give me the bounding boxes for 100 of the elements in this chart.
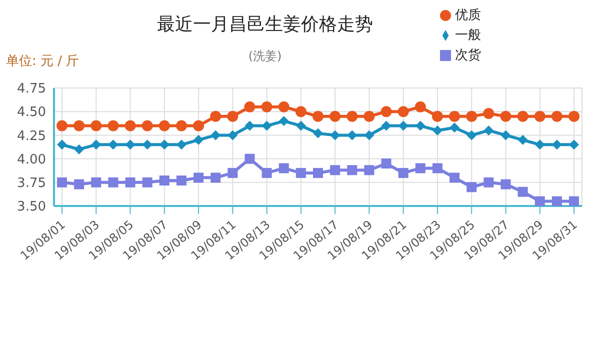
point xyxy=(210,130,221,140)
point xyxy=(244,101,256,112)
point xyxy=(74,179,84,190)
point xyxy=(381,120,392,131)
point xyxy=(142,120,153,132)
point xyxy=(56,120,68,132)
point xyxy=(227,110,238,122)
point xyxy=(347,165,358,176)
point xyxy=(398,106,409,118)
point xyxy=(432,125,442,136)
point xyxy=(108,120,119,132)
point xyxy=(91,177,102,188)
point xyxy=(330,110,341,122)
y-tick-label: 4.25 xyxy=(17,128,46,144)
point xyxy=(518,134,528,145)
point xyxy=(450,172,460,183)
point xyxy=(194,172,204,183)
point xyxy=(534,140,545,150)
point xyxy=(534,196,545,206)
point xyxy=(295,106,306,118)
point xyxy=(91,140,102,150)
y-tick-label: 4.00 xyxy=(17,152,46,168)
point xyxy=(90,120,102,132)
legend-label: 次货 xyxy=(455,48,481,63)
point xyxy=(552,196,562,206)
point xyxy=(364,130,374,140)
y-tick-label: 3.50 xyxy=(17,200,46,215)
point xyxy=(432,163,442,174)
point xyxy=(176,176,186,186)
point xyxy=(244,120,255,131)
point xyxy=(262,168,272,178)
y-tick-label: 3.75 xyxy=(17,176,46,192)
point xyxy=(346,110,358,122)
point xyxy=(210,110,222,122)
point xyxy=(466,110,478,122)
point xyxy=(194,134,204,145)
point xyxy=(517,110,528,122)
point xyxy=(278,163,289,174)
point xyxy=(124,120,136,132)
point xyxy=(142,140,152,150)
point xyxy=(432,110,443,122)
point xyxy=(125,177,136,188)
point xyxy=(484,125,494,136)
point xyxy=(518,186,528,197)
point xyxy=(57,177,67,188)
point xyxy=(278,101,290,112)
point xyxy=(244,154,255,164)
point xyxy=(278,116,289,126)
point xyxy=(364,165,374,176)
point xyxy=(568,110,580,122)
point xyxy=(261,101,272,112)
y-tick-label: 4.75 xyxy=(17,82,46,97)
point xyxy=(534,110,546,122)
point xyxy=(551,110,562,122)
point xyxy=(381,158,392,169)
legend-label: 优质 xyxy=(455,8,481,23)
point xyxy=(500,179,511,190)
point xyxy=(380,106,392,118)
point xyxy=(312,110,324,122)
point xyxy=(449,110,460,122)
point xyxy=(108,177,118,188)
point xyxy=(176,120,187,132)
legend-label: 一般 xyxy=(455,28,481,43)
point xyxy=(500,110,512,122)
point xyxy=(398,168,408,178)
point xyxy=(296,120,306,131)
point xyxy=(125,140,136,150)
point xyxy=(74,144,84,154)
point xyxy=(466,182,477,192)
point xyxy=(313,168,323,178)
point xyxy=(262,120,272,131)
point xyxy=(466,130,477,140)
point xyxy=(347,130,358,140)
point xyxy=(330,165,340,176)
point xyxy=(158,120,170,132)
point xyxy=(108,140,118,150)
point xyxy=(142,177,152,188)
point xyxy=(159,140,170,150)
point xyxy=(483,108,494,119)
point xyxy=(228,168,238,178)
point xyxy=(552,140,562,150)
y-tick-label: 4.50 xyxy=(17,105,46,120)
point xyxy=(176,140,186,150)
point xyxy=(569,196,579,206)
point xyxy=(484,177,494,188)
point xyxy=(159,176,170,186)
point xyxy=(296,168,306,178)
point xyxy=(364,110,375,122)
point xyxy=(415,120,426,131)
point xyxy=(228,130,238,140)
point xyxy=(210,172,221,183)
point xyxy=(313,128,323,138)
y-axis-title: 单位: 元 / 斤 xyxy=(6,53,80,70)
point xyxy=(569,140,579,150)
chart-title: 最近一月昌邑生姜价格走势 xyxy=(156,13,374,36)
point xyxy=(74,120,85,132)
point xyxy=(193,120,204,132)
chart-subtitle: (洗姜) xyxy=(247,48,283,65)
point xyxy=(57,140,67,150)
point xyxy=(398,120,408,131)
